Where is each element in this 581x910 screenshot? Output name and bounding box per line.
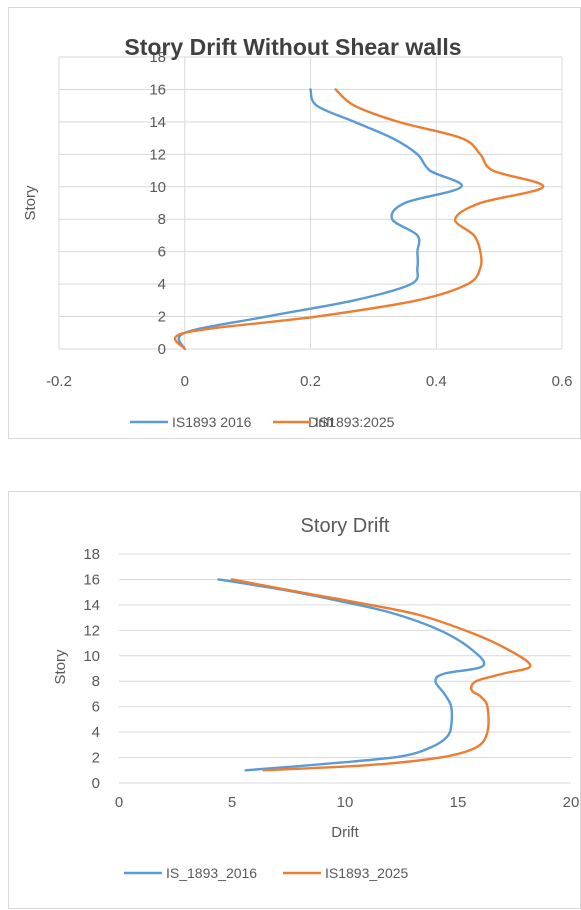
- x-tick-label: 0.6: [552, 373, 573, 390]
- x-tick-label: 5: [228, 794, 236, 811]
- chart-title: Story Drift: [301, 515, 390, 537]
- legend-label-2: IS1893:2025: [315, 414, 395, 430]
- x-tick-label: -0.2: [46, 373, 72, 390]
- y-tick-label: 10: [149, 179, 166, 196]
- series-line-1: [218, 579, 484, 770]
- y-tick-label: 12: [149, 146, 166, 163]
- y-tick-label: 0: [158, 341, 166, 358]
- y-tick-label: 0: [92, 775, 100, 792]
- series-line-2: [232, 579, 530, 770]
- y-tick-label: 8: [92, 673, 100, 690]
- y-tick-label: 2: [92, 750, 100, 767]
- x-tick-label: 0.4: [426, 373, 447, 390]
- x-axis-title: Drift: [331, 824, 359, 841]
- x-tick-label: 10: [337, 794, 354, 811]
- x-tick-label: 0: [115, 794, 123, 811]
- legend-label-1: IS1893 2016: [172, 414, 252, 430]
- y-axis-title: Story: [52, 649, 69, 685]
- chart-story-drift-without-shear-walls: 0 2 4 6 8 10 12 14 16 18 -0.2 0 0.2 0.4 0.6 Story Story …: [8, 7, 581, 439]
- x-tick-label: 20: [563, 794, 580, 811]
- y-tick-label: 4: [92, 724, 100, 741]
- legend-label-1: IS_1893_2016: [166, 865, 257, 881]
- chart-story-drift: 0 2 4 6 8 10 12 14 16 18 0 5 10 15 20 Story Story Drift D…: [8, 491, 581, 909]
- y-tick-label: 16: [83, 571, 100, 588]
- y-tick-label: 14: [149, 114, 166, 131]
- x-tick-label: 15: [450, 794, 467, 811]
- chart-title: Story Drift Without Shear walls: [124, 34, 461, 60]
- y-tick-label: 12: [83, 622, 100, 639]
- y-tick-label: 8: [158, 211, 166, 228]
- x-tick-label: 0: [181, 373, 189, 390]
- y-tick-label: 18: [83, 546, 100, 563]
- legend-label-2: IS1893_2025: [325, 865, 409, 881]
- y-tick-label: 6: [158, 244, 166, 261]
- y-tick-label: 14: [83, 597, 100, 614]
- y-tick-label: 4: [158, 276, 166, 293]
- y-tick-label: 16: [149, 81, 166, 98]
- chart-2-svg: 0 2 4 6 8 10 12 14 16 18 0 5 10 15 20 Story Story Drift D…: [9, 492, 581, 910]
- y-tick-label: 10: [83, 648, 100, 665]
- x-tick-label: 0.2: [300, 373, 321, 390]
- y-axis-title: Story: [22, 185, 39, 221]
- y-tick-label: 6: [92, 699, 100, 716]
- y-tick-label: 2: [158, 309, 166, 326]
